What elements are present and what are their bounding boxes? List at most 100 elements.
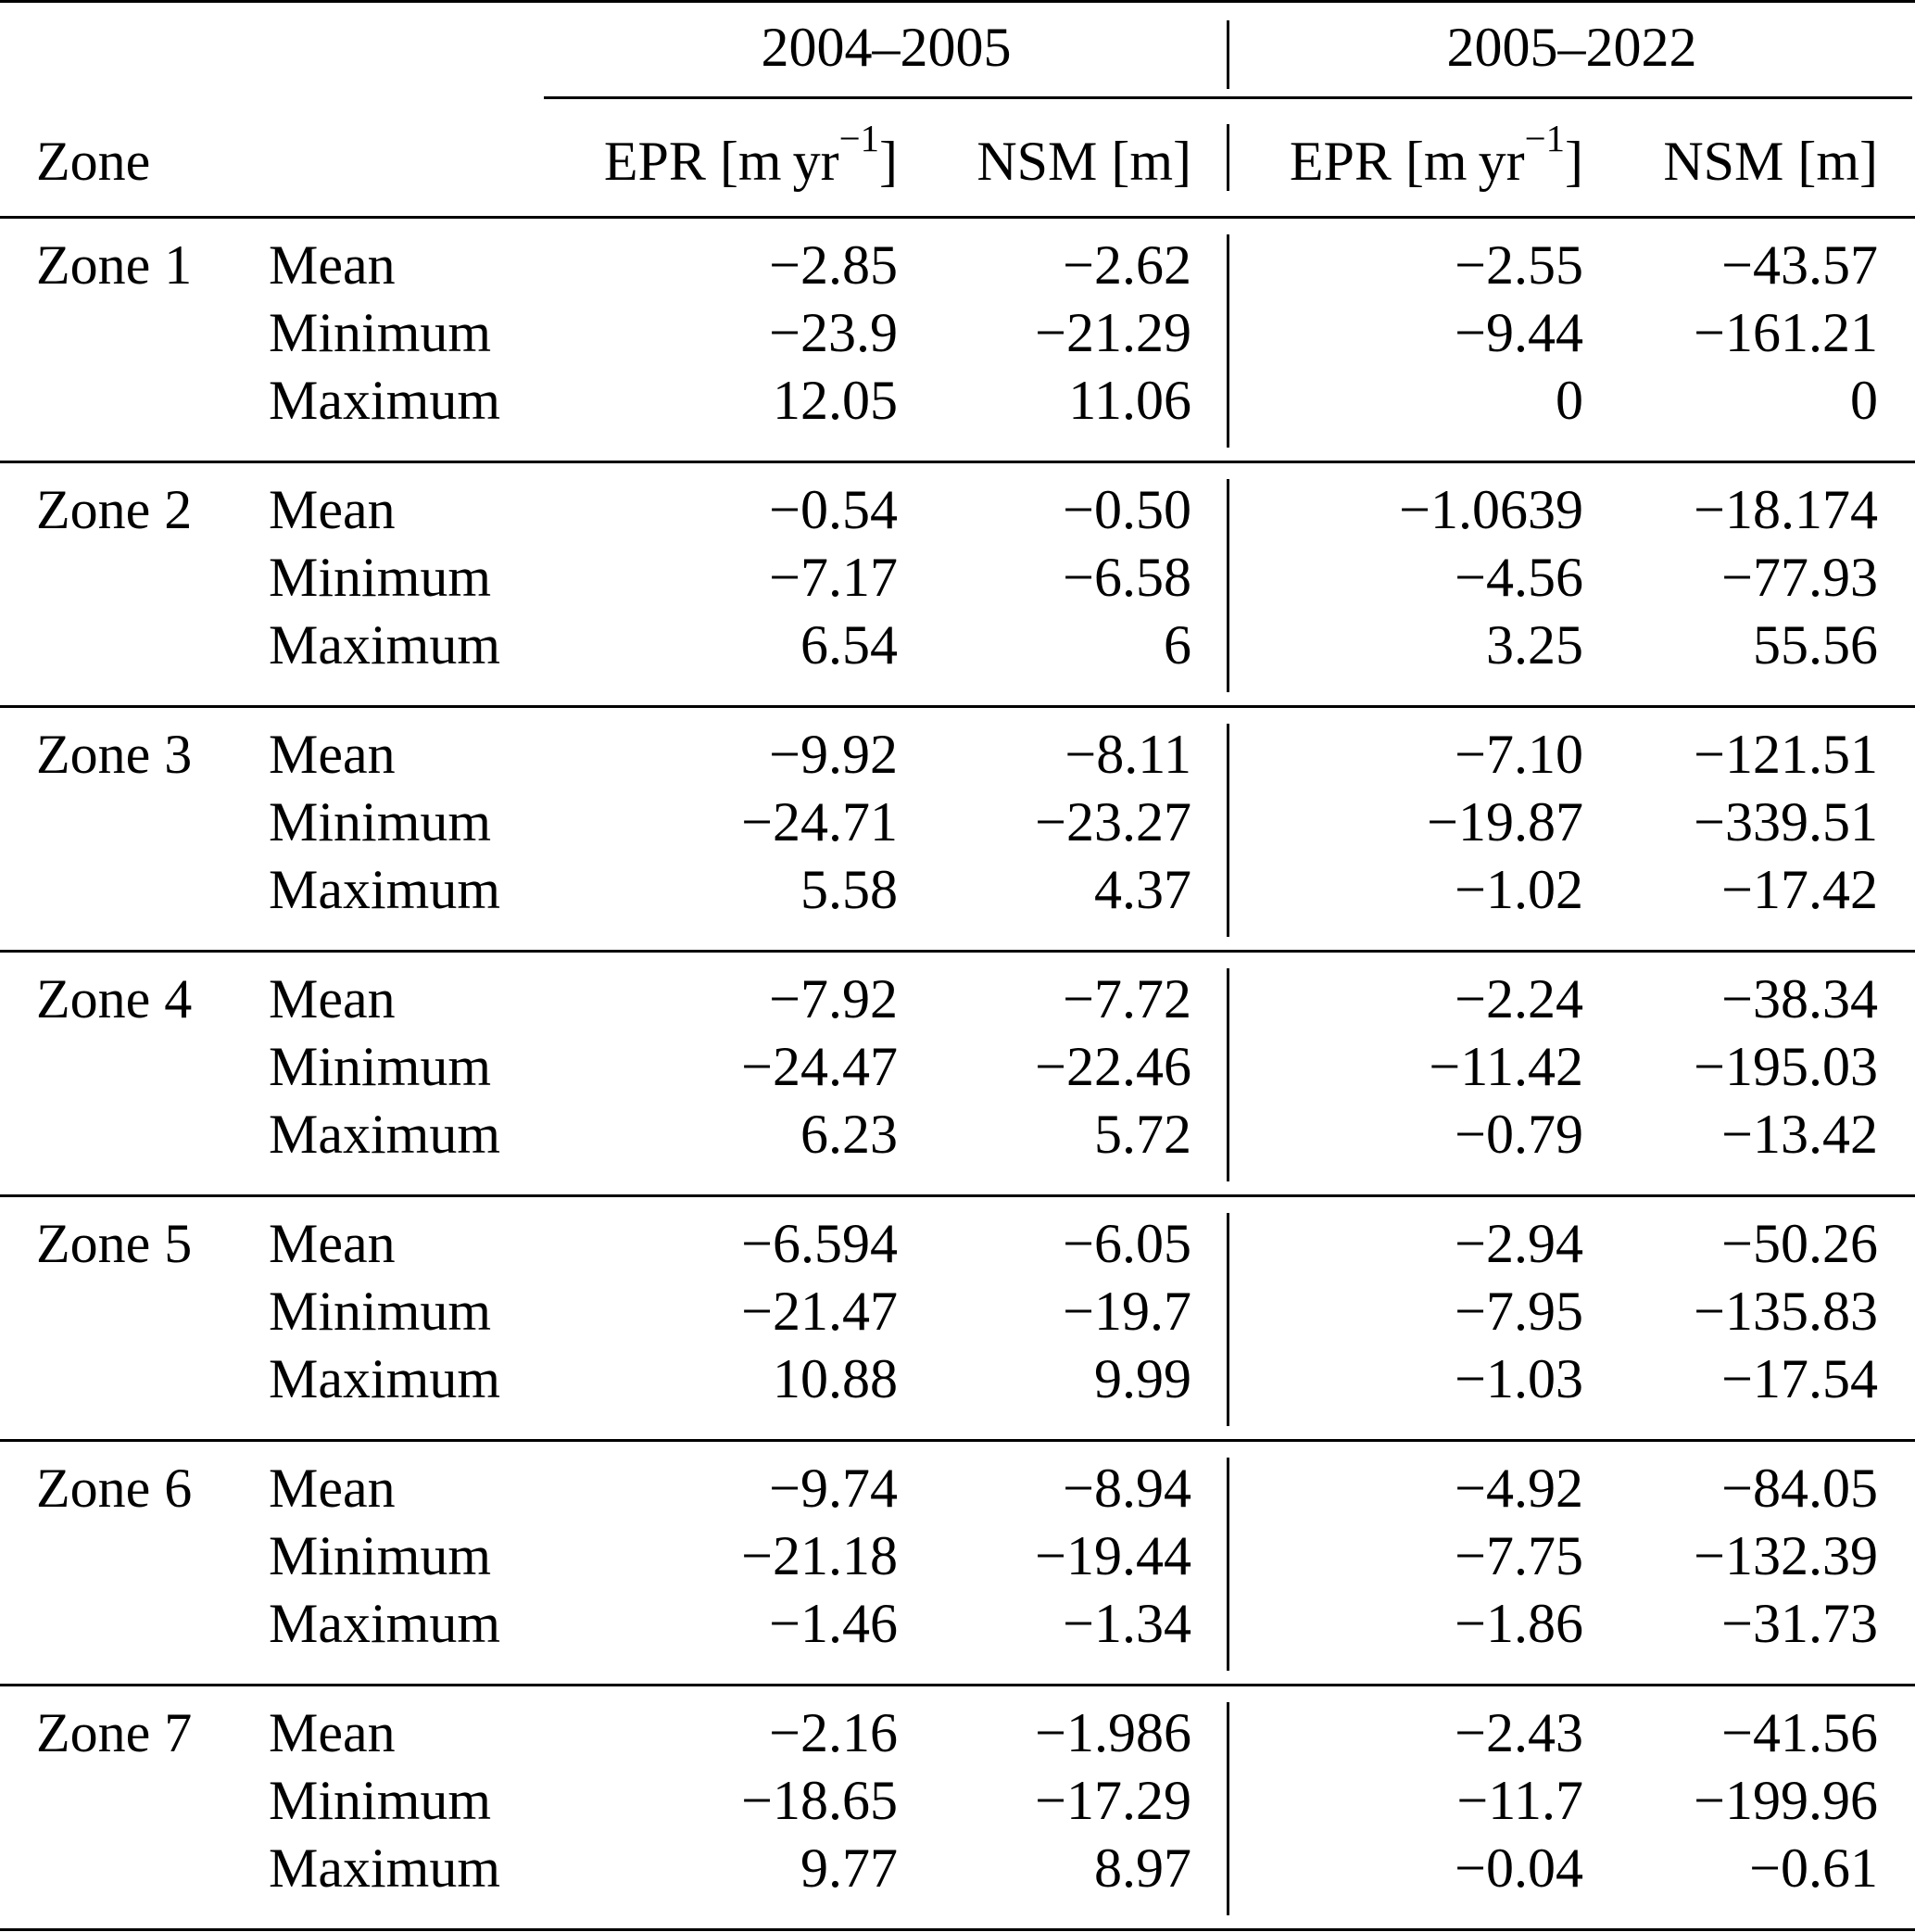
- epr-2004-2005-value: −1.46: [769, 1592, 898, 1654]
- epr-2004-2005-value: −7.92: [769, 967, 898, 1029]
- stat-label: Maximum: [269, 1837, 500, 1899]
- nsm-2004-2005-value: −21.29: [1035, 301, 1191, 363]
- nsm-2004-2005-value: −6.58: [1063, 546, 1191, 608]
- zone-3-block: Zone 3 Mean −9.92 −8.11 −7.10 −121.51 Minimum −…: [0, 708, 1915, 953]
- zone-7-block: Zone 7 Mean −2.16 −1.986 −2.43 −41.56 Minimum −…: [0, 1686, 1915, 1931]
- block-bottom-spacer: [0, 1657, 1915, 1686]
- stat-label: Mean: [269, 234, 396, 296]
- epr-2005-2022-value: −7.10: [1455, 723, 1583, 785]
- nsm-2005-2022-value: −121.51: [1694, 723, 1878, 785]
- epr-2004-2005-value: −21.18: [741, 1524, 898, 1586]
- stat-label: Mean: [269, 967, 396, 1029]
- epr-2005-2022-value: −0.79: [1455, 1103, 1583, 1165]
- epr-2005-2022-value: −19.87: [1427, 790, 1583, 852]
- epr-2005-2022-value: −9.44: [1455, 301, 1583, 363]
- zone-label: Zone 1: [36, 234, 193, 296]
- zone-label-empty: [0, 298, 232, 366]
- stat-label: Minimum: [269, 301, 492, 363]
- epr-2005-2022-value: −2.24: [1455, 967, 1583, 1029]
- header-bottom-rule: [0, 216, 1915, 219]
- zone-label-empty: [0, 366, 232, 434]
- column-header-row: Zone EPR [m yr−1] NSM [m] EPR [m yr−1] N…: [0, 120, 1915, 196]
- column-group-divider-group-header-row: [1227, 20, 1229, 89]
- zone-label-empty: [0, 1345, 232, 1412]
- epr-header-superscript: −1: [1524, 118, 1566, 159]
- zone-label-empty: [0, 1277, 232, 1345]
- table-row: Maximum 5.58 4.37 −1.02 −17.42: [0, 855, 1915, 923]
- rule-below-zone-3: [0, 950, 1915, 953]
- block-bottom-spacer: [0, 434, 1915, 463]
- nsm-2004-2005-value: −8.94: [1063, 1457, 1191, 1519]
- zone-label-empty: [0, 855, 232, 923]
- table-row: Minimum −24.71 −23.27 −19.87 −339.51: [0, 788, 1915, 855]
- table-row: Minimum −23.9 −21.29 −9.44 −161.21: [0, 298, 1915, 366]
- epr-header-close-bracket: ]: [879, 131, 898, 192]
- epr-2004-2005-value: 12.05: [773, 369, 898, 431]
- nsm-2005-2022-value: −50.26: [1721, 1212, 1878, 1274]
- column-group-divider-zone-5-block: [1227, 1213, 1229, 1426]
- table-row: Zone 6 Mean −9.74 −8.94 −4.92 −84.05: [0, 1454, 1915, 1522]
- table-row: Zone 4 Mean −7.92 −7.72 −2.24 −38.34: [0, 965, 1915, 1032]
- table-row: Maximum 10.88 9.99 −1.03 −17.54: [0, 1345, 1915, 1412]
- block-bottom-spacer: [0, 1168, 1915, 1197]
- epr-2005-2022-value: −0.04: [1455, 1837, 1583, 1899]
- table-row: Minimum −21.18 −19.44 −7.75 −132.39: [0, 1522, 1915, 1589]
- nsm-2004-2005-value: 11.06: [1068, 369, 1191, 431]
- table-row: Minimum −7.17 −6.58 −4.56 −77.93: [0, 543, 1915, 611]
- column-group-divider-zone-4-block: [1227, 968, 1229, 1181]
- nsm-2004-2005-value: 9.99: [1094, 1347, 1191, 1409]
- stat-label: Maximum: [269, 1347, 500, 1409]
- stat-label: Minimum: [269, 1035, 492, 1097]
- epr-2005-2022-value: −4.92: [1455, 1457, 1583, 1519]
- nsm-2004-2005-value: 4.37: [1094, 858, 1191, 920]
- block-bottom-spacer: [0, 923, 1915, 953]
- epr-2004-2005-value: −23.9: [769, 301, 898, 363]
- nsm-2005-2022-value: −38.34: [1721, 967, 1878, 1029]
- zone-label-empty: [0, 611, 232, 678]
- nsm-2004-2005-value: −1.986: [1035, 1701, 1191, 1763]
- zone-label: Zone 4: [36, 967, 193, 1029]
- nsm-2004-2005-value: 6: [1164, 613, 1191, 676]
- group-header-2004-2005: 2004–2005: [761, 17, 1012, 78]
- epr-2005-2022-value: −7.95: [1455, 1280, 1583, 1342]
- zone-label-empty: [0, 788, 232, 855]
- epr-2004-2005-value: −21.47: [741, 1280, 898, 1342]
- stat-label: Minimum: [269, 790, 492, 852]
- zone-label: Zone 5: [36, 1212, 193, 1274]
- stat-label: Minimum: [269, 546, 492, 608]
- epr-2005-2022-value: −4.56: [1455, 546, 1583, 608]
- zone-label-empty: [0, 543, 232, 611]
- nsm-2005-2022-value: −31.73: [1721, 1592, 1878, 1654]
- header-mid-spacer: [0, 82, 1915, 126]
- stat-label: Maximum: [269, 613, 500, 676]
- zone-1-block: Zone 1 Mean −2.85 −2.62 −2.55 −43.57 Minimum −2…: [0, 219, 1915, 463]
- block-bottom-spacer: [0, 1901, 1915, 1931]
- epr-2004-2005-value: −2.16: [769, 1701, 898, 1763]
- nsm-2005-2022-value: −132.39: [1694, 1524, 1878, 1586]
- nsm-2004-2005-value: −17.29: [1035, 1769, 1191, 1831]
- epr-column-header-2005-2022: EPR [m yr−1]: [1228, 120, 1583, 196]
- table-header: 2004–2005 2005–2022 Zone EPR [m yr−1] NS…: [0, 0, 1915, 219]
- rule-below-zone-6: [0, 1684, 1915, 1686]
- block-bottom-spacer: [0, 1412, 1915, 1442]
- group-header-underline-rule: [544, 96, 1912, 99]
- epr-column-header-2004-2005: EPR [m yr−1]: [544, 120, 898, 196]
- block-top-spacer: [0, 1686, 1915, 1698]
- nsm-2004-2005-value: 5.72: [1094, 1103, 1191, 1165]
- nsm-column-header-2004-2005: NSM [m]: [976, 131, 1191, 192]
- epr-2005-2022-value: −2.55: [1455, 234, 1583, 296]
- epr-2004-2005-value: −6.594: [741, 1212, 898, 1274]
- column-group-divider-zone-2-block: [1227, 479, 1229, 692]
- epr-header-superscript: −1: [838, 118, 880, 159]
- zone-4-block: Zone 4 Mean −7.92 −7.72 −2.24 −38.34 Minimum −2…: [0, 953, 1915, 1197]
- rule-below-zone-1: [0, 461, 1915, 463]
- nsm-2005-2022-value: −339.51: [1694, 790, 1878, 852]
- zone-label-empty: [0, 1032, 232, 1100]
- table-top-rule: [0, 0, 1915, 3]
- block-top-spacer: [0, 708, 1915, 720]
- block-top-spacer: [0, 953, 1915, 965]
- epr-2004-2005-value: −9.74: [769, 1457, 898, 1519]
- nsm-2004-2005-value: −6.05: [1063, 1212, 1191, 1274]
- nsm-2004-2005-value: −0.50: [1063, 478, 1191, 540]
